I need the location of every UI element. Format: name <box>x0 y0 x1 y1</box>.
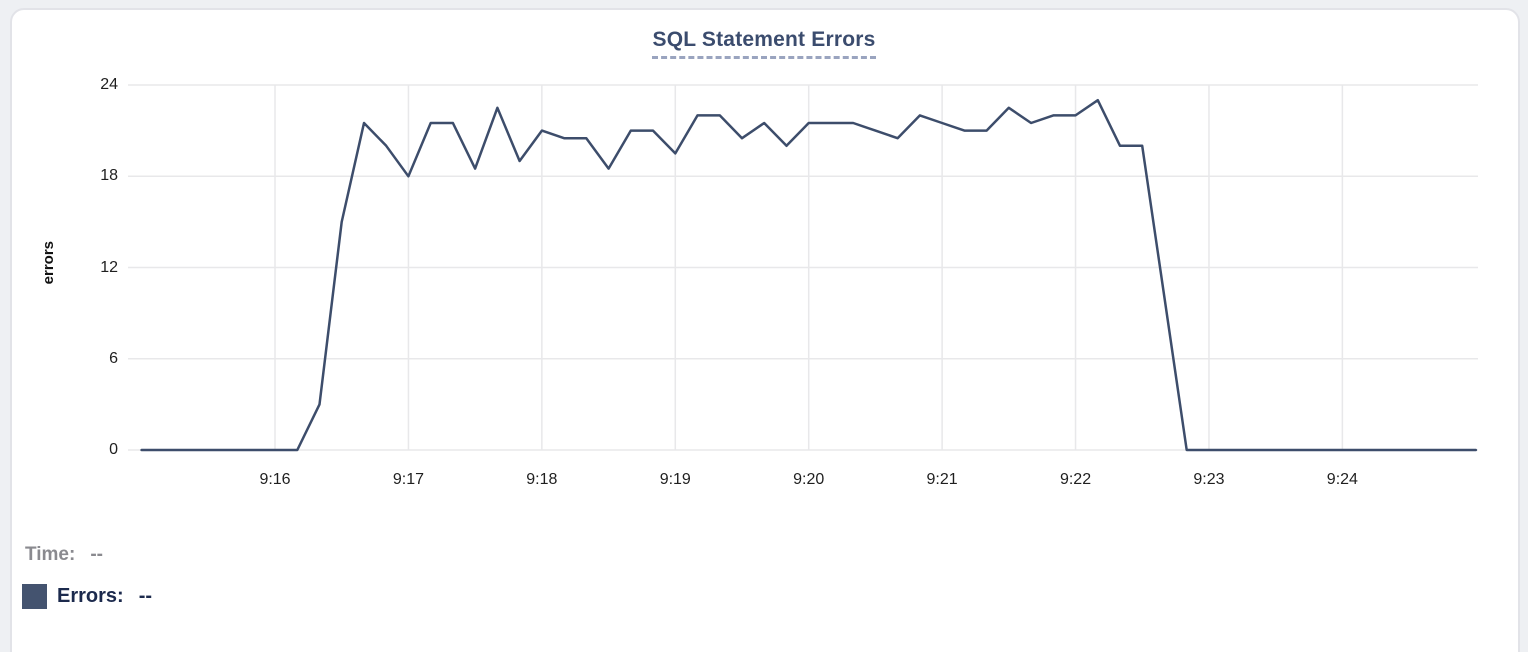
x-tick-label: 9:19 <box>659 471 691 488</box>
legend-errors-value: -- <box>138 585 153 607</box>
legend-errors-row: Errors: -- <box>22 584 152 609</box>
chart-title[interactable]: SQL Statement Errors <box>652 28 876 59</box>
chart-title-wrap: SQL Statement Errors <box>0 28 1528 59</box>
x-tick-label: 9:24 <box>1326 471 1358 488</box>
legend-errors-label: Errors: <box>57 585 124 607</box>
x-tick-label: 9:16 <box>259 471 291 488</box>
errors-series-line <box>140 98 1478 452</box>
legend-time-value: -- <box>90 544 103 565</box>
legend-time-row: Time: -- <box>25 544 103 566</box>
y-tick-label: 0 <box>109 441 118 458</box>
y-tick-label: 18 <box>100 167 118 185</box>
x-tick-label: 9:17 <box>392 471 424 488</box>
errors-series-swatch <box>22 584 47 609</box>
x-tick-label: 9:23 <box>1193 471 1225 488</box>
x-tick-label: 9:21 <box>926 471 958 488</box>
x-tick-label: 9:18 <box>526 471 558 488</box>
x-tick-label: 9:20 <box>793 471 825 488</box>
y-tick-label: 12 <box>100 258 118 276</box>
legend-time-label: Time: <box>25 544 76 565</box>
y-tick-label: 6 <box>109 349 118 367</box>
x-tick-label: 9:22 <box>1059 471 1092 488</box>
y-axis-label: errors <box>40 241 57 285</box>
chart-card <box>10 8 1520 652</box>
y-tick-label: 24 <box>100 76 118 93</box>
